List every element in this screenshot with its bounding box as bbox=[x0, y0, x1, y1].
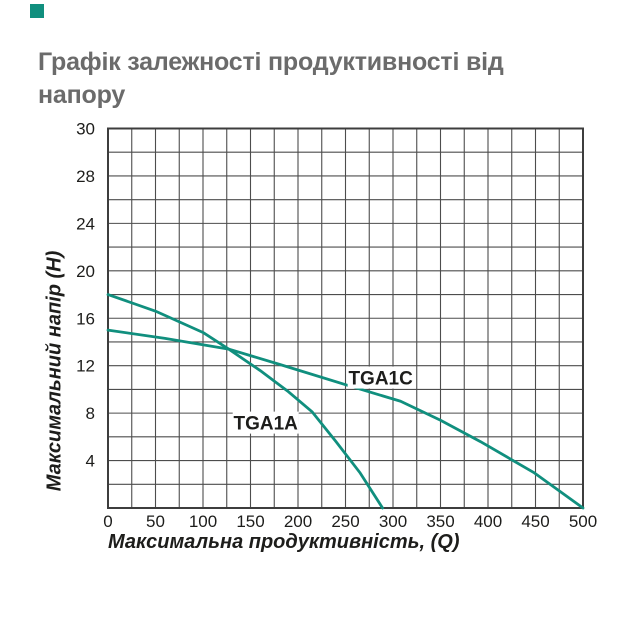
y-tick-label-20: 20 bbox=[76, 262, 95, 281]
x-tick-label-250: 250 bbox=[331, 512, 359, 531]
curve-label-TGA1A: TGA1A bbox=[233, 414, 298, 435]
x-tick-label-150: 150 bbox=[236, 512, 264, 531]
x-tick-label-500: 500 bbox=[569, 512, 597, 531]
x-tick-label-300: 300 bbox=[379, 512, 407, 531]
page-title: Графік залежності продуктивності від нап… bbox=[38, 46, 613, 112]
page-title-line-2: напору bbox=[38, 81, 126, 109]
x-tick-label-200: 200 bbox=[284, 512, 312, 531]
y-tick-label-8: 8 bbox=[86, 404, 95, 423]
x-tick-label-350: 350 bbox=[426, 512, 454, 531]
y-tick-label-12: 12 bbox=[76, 357, 95, 376]
curve-label-bg-TGA1A bbox=[232, 411, 299, 434]
x-tick-label-400: 400 bbox=[474, 512, 502, 531]
x-tick-label-0: 0 bbox=[103, 512, 112, 531]
curve-TGA1A bbox=[106, 293, 384, 510]
corner-accent-square bbox=[30, 4, 44, 18]
x-tick-label-100: 100 bbox=[189, 512, 217, 531]
y-tick-label-28: 28 bbox=[76, 167, 95, 186]
y-tick-label-24: 24 bbox=[76, 214, 95, 233]
y-tick-label-16: 16 bbox=[76, 309, 95, 328]
curve-label-bg-TGA1C bbox=[347, 366, 414, 389]
x-tick-label-50: 50 bbox=[146, 512, 165, 531]
y-tick-label-30: 30 bbox=[76, 120, 95, 139]
plot-border bbox=[107, 127, 584, 509]
curve-TGA1C bbox=[106, 328, 585, 510]
x-axis-title: Максимальна продуктивність, (Q) bbox=[108, 531, 460, 553]
x-tick-label-450: 450 bbox=[521, 512, 549, 531]
curve-label-TGA1C: TGA1C bbox=[348, 369, 413, 390]
page-title-line-1: Графік залежності продуктивності від bbox=[38, 48, 504, 76]
y-tick-label-4: 4 bbox=[86, 452, 95, 471]
